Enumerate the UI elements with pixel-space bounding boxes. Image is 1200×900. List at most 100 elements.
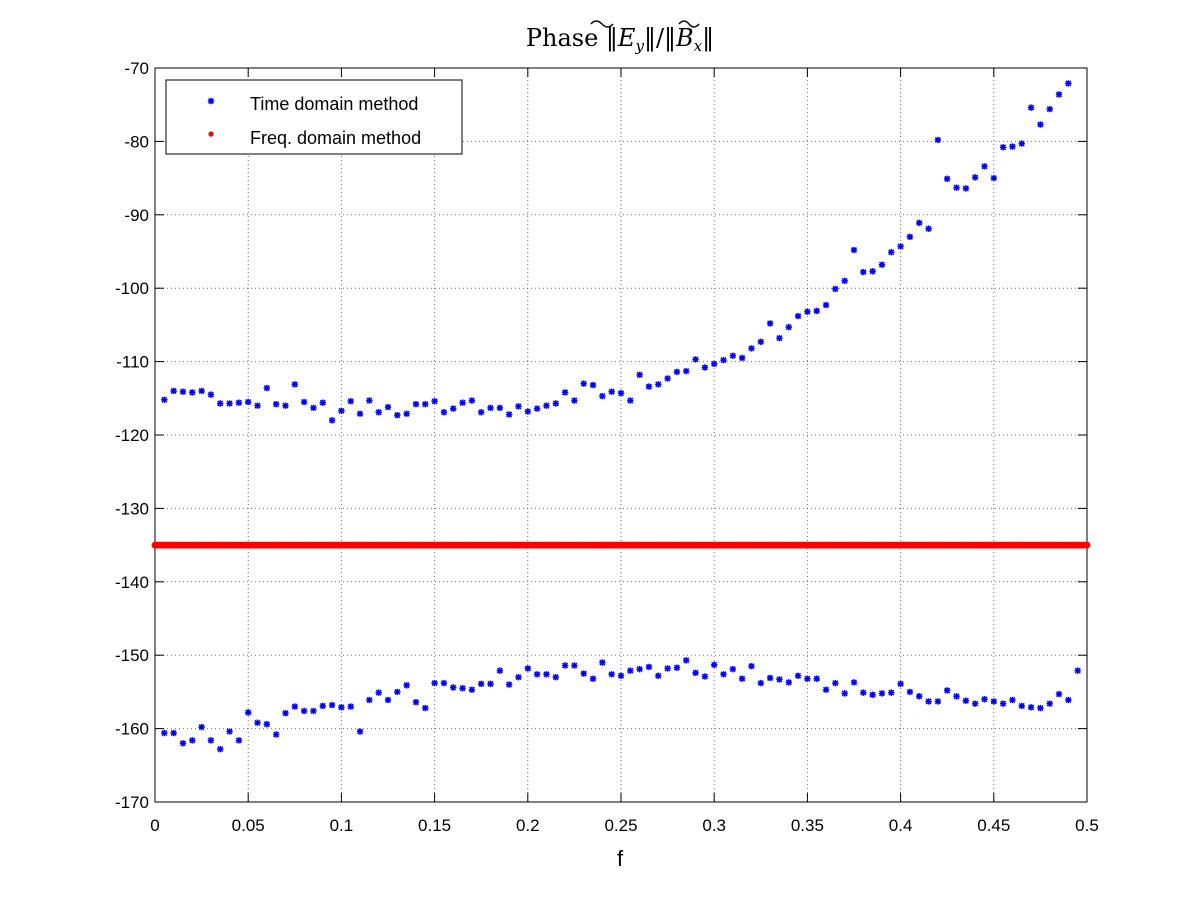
data-point-time-lower bbox=[291, 703, 298, 710]
title-prefix: Phase bbox=[526, 24, 606, 52]
data-point-time-lower bbox=[1018, 702, 1025, 710]
data-point-time-upper bbox=[813, 307, 820, 315]
data-point-time-upper bbox=[235, 399, 243, 406]
data-point-time-upper bbox=[589, 381, 597, 389]
data-point-time-upper bbox=[347, 398, 354, 405]
data-point-time-lower bbox=[450, 684, 457, 691]
data-point-time-upper bbox=[655, 381, 662, 388]
data-point-time-lower bbox=[832, 679, 839, 687]
data-point-time-upper bbox=[766, 320, 774, 327]
data-point-time-upper bbox=[561, 389, 569, 396]
data-point-time-upper bbox=[683, 367, 690, 375]
data-point-time-lower bbox=[953, 693, 960, 700]
data-point-time-lower bbox=[729, 665, 737, 673]
data-point-time-upper bbox=[701, 364, 709, 371]
data-point-time-upper bbox=[1009, 143, 1016, 150]
y-tick-label: -90 bbox=[124, 206, 149, 225]
data-point-time-lower bbox=[338, 704, 345, 711]
data-point-time-lower bbox=[478, 680, 485, 688]
data-point-time-lower bbox=[934, 698, 942, 705]
title-numerator-subscript: y bbox=[634, 37, 644, 55]
data-point-time-upper bbox=[925, 225, 932, 232]
data-point-time-upper bbox=[272, 400, 280, 408]
x-tick-label: 0.2 bbox=[516, 816, 540, 835]
data-point-time-lower bbox=[533, 671, 541, 678]
series-freq-domain bbox=[151, 541, 1091, 549]
data-point-time-lower bbox=[599, 659, 606, 666]
data-point-time-lower bbox=[440, 679, 448, 687]
data-point-time-lower bbox=[813, 675, 820, 682]
data-point-time-upper bbox=[1027, 104, 1035, 111]
legend-label-freq-domain: Freq. domain method bbox=[250, 128, 421, 148]
data-point-time-lower bbox=[496, 667, 504, 674]
data-point-time-lower bbox=[207, 737, 215, 744]
data-point-time-upper bbox=[179, 388, 187, 395]
data-point-time-upper bbox=[962, 185, 970, 192]
data-point-time-upper bbox=[366, 397, 373, 404]
data-point-time-lower bbox=[161, 729, 168, 737]
data-point-time-upper bbox=[785, 323, 792, 331]
x-tick-label: 0 bbox=[150, 816, 159, 835]
data-point-time-lower bbox=[617, 672, 625, 679]
data-point-time-lower bbox=[888, 689, 895, 696]
data-point-time-lower bbox=[850, 679, 858, 686]
data-point-time-upper bbox=[533, 405, 541, 412]
data-point-time-lower bbox=[468, 686, 476, 693]
data-point-time-lower bbox=[580, 670, 587, 677]
x-axis-label: f bbox=[617, 846, 624, 871]
data-point-time-lower bbox=[701, 673, 709, 680]
data-point-time-lower bbox=[627, 667, 634, 674]
data-point-time-upper bbox=[906, 233, 914, 241]
data-point-time-lower bbox=[1009, 696, 1016, 704]
ticks bbox=[154, 67, 1088, 803]
data-point-time-lower bbox=[869, 691, 876, 699]
y-tick-labels: -70 -80 -90 -100 -110 -120 -130 -140 -150 -160 -17… bbox=[115, 59, 149, 812]
data-point-time-upper bbox=[841, 277, 848, 285]
data-point-time-upper bbox=[1065, 80, 1072, 87]
data-point-time-lower bbox=[981, 696, 988, 703]
data-point-time-lower bbox=[179, 740, 187, 747]
data-point-time-lower bbox=[282, 709, 289, 717]
data-point-time-lower bbox=[245, 709, 252, 716]
data-point-time-lower bbox=[300, 707, 308, 715]
data-point-time-upper bbox=[310, 404, 317, 412]
title-tilde-b bbox=[678, 20, 700, 28]
data-point-time-lower bbox=[636, 665, 643, 673]
data-point-time-lower bbox=[328, 701, 336, 709]
x-tick-label: 0.4 bbox=[889, 816, 913, 835]
data-point-time-lower bbox=[757, 679, 764, 687]
data-point-time-lower bbox=[925, 698, 932, 705]
x-tick-labels: 0 0.05 0.1 0.15 0.2 0.25 0.3 0.35 0.4 0.45 0.5 bbox=[150, 816, 1099, 835]
data-point-time-lower bbox=[552, 674, 559, 681]
data-point-time-lower bbox=[589, 675, 597, 682]
data-point-time-upper bbox=[450, 405, 457, 412]
data-point-time-upper bbox=[897, 243, 904, 250]
data-point-time-lower bbox=[999, 700, 1007, 707]
data-point-time-upper bbox=[459, 399, 466, 406]
data-point-time-lower bbox=[198, 723, 205, 731]
data-point-time-lower bbox=[971, 700, 979, 707]
data-point-time-upper bbox=[478, 409, 485, 416]
data-point-time-upper bbox=[711, 360, 718, 368]
data-point-time-lower bbox=[748, 663, 755, 670]
data-point-time-upper bbox=[757, 338, 764, 345]
data-point-time-upper bbox=[217, 400, 224, 407]
data-point-time-lower bbox=[263, 720, 271, 728]
data-point-time-upper bbox=[636, 371, 643, 379]
data-point-time-lower bbox=[170, 729, 177, 737]
data-point-time-lower bbox=[347, 703, 354, 710]
data-point-time-upper bbox=[338, 407, 345, 414]
y-tick-label: -80 bbox=[124, 132, 149, 151]
data-point-time-lower bbox=[375, 689, 382, 696]
data-point-time-lower bbox=[720, 671, 727, 678]
y-tick-label: -170 bbox=[115, 793, 149, 812]
data-point-time-upper bbox=[860, 268, 867, 276]
data-point-time-lower bbox=[738, 675, 746, 682]
x-tick-label: 0.3 bbox=[702, 816, 726, 835]
y-tick-label: -120 bbox=[115, 426, 149, 445]
data-point-time-lower bbox=[860, 689, 867, 696]
data-point-time-lower bbox=[384, 696, 392, 704]
data-point-time-lower bbox=[543, 671, 550, 678]
data-point-time-lower bbox=[431, 679, 438, 687]
data-point-time-upper bbox=[720, 356, 727, 364]
